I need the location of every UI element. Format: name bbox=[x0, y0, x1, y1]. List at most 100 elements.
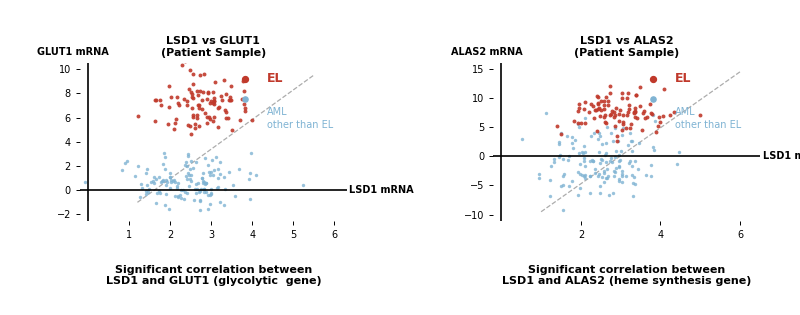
Point bbox=[627, 111, 640, 116]
Point bbox=[170, 94, 183, 99]
Point bbox=[187, 81, 200, 86]
Point bbox=[573, 102, 586, 107]
Point bbox=[631, 115, 644, 120]
Point bbox=[630, 93, 642, 98]
Point bbox=[625, 122, 638, 127]
Point bbox=[187, 95, 200, 100]
Point bbox=[625, 138, 638, 143]
Point bbox=[198, 181, 211, 186]
Point bbox=[213, 160, 226, 165]
Point bbox=[624, 158, 637, 163]
Point bbox=[170, 185, 183, 190]
Point bbox=[186, 113, 199, 118]
Point bbox=[194, 72, 207, 77]
Point bbox=[185, 90, 198, 95]
Point bbox=[222, 98, 235, 103]
Text: ALAS2 mRNA: ALAS2 mRNA bbox=[450, 47, 522, 57]
Point bbox=[196, 175, 209, 180]
Point bbox=[600, 151, 613, 156]
Point bbox=[165, 178, 178, 183]
Point bbox=[218, 107, 231, 112]
Point bbox=[615, 128, 628, 133]
Point bbox=[185, 132, 198, 137]
Point bbox=[592, 131, 605, 136]
Point bbox=[208, 101, 221, 106]
Point bbox=[654, 119, 666, 124]
Point bbox=[599, 120, 612, 125]
Point bbox=[634, 103, 646, 108]
Point bbox=[205, 191, 218, 196]
Point bbox=[136, 186, 149, 191]
Point bbox=[244, 171, 257, 176]
Point bbox=[198, 156, 211, 161]
Point bbox=[572, 105, 585, 110]
Point bbox=[605, 156, 618, 161]
Point bbox=[154, 98, 166, 103]
Text: EL: EL bbox=[674, 72, 691, 85]
Point bbox=[578, 172, 591, 177]
Point bbox=[183, 184, 196, 189]
Point bbox=[613, 118, 626, 123]
Point bbox=[600, 166, 613, 171]
Point bbox=[207, 99, 220, 104]
Point bbox=[573, 150, 586, 155]
Point bbox=[198, 111, 211, 116]
Point bbox=[646, 112, 658, 117]
Point bbox=[153, 174, 166, 179]
Point bbox=[597, 102, 610, 107]
Point bbox=[644, 163, 657, 168]
Title: LSD1 vs ALAS2
(Patient Sample): LSD1 vs ALAS2 (Patient Sample) bbox=[574, 37, 679, 58]
Point bbox=[571, 109, 584, 114]
Point bbox=[184, 158, 197, 163]
Point bbox=[227, 182, 240, 187]
Point bbox=[149, 118, 162, 123]
Point bbox=[636, 128, 649, 133]
Point bbox=[595, 157, 608, 162]
Point bbox=[159, 203, 172, 208]
Point bbox=[153, 189, 166, 194]
Point bbox=[556, 157, 569, 162]
Point bbox=[607, 174, 620, 179]
Point bbox=[202, 163, 215, 168]
Point bbox=[599, 94, 612, 100]
Point bbox=[188, 198, 201, 203]
Point bbox=[621, 112, 634, 117]
Point bbox=[198, 189, 210, 194]
Point bbox=[628, 109, 641, 114]
Point bbox=[178, 197, 190, 202]
Point bbox=[186, 94, 198, 99]
Point bbox=[578, 149, 591, 154]
Point bbox=[627, 181, 640, 186]
Point bbox=[150, 98, 163, 103]
Point bbox=[617, 122, 630, 127]
Point bbox=[599, 175, 612, 180]
Point bbox=[603, 113, 616, 118]
Point bbox=[576, 151, 589, 156]
Point bbox=[583, 110, 596, 115]
Point bbox=[225, 97, 238, 102]
Point bbox=[214, 94, 227, 99]
Point bbox=[207, 98, 220, 103]
Point bbox=[107, 177, 120, 182]
Point bbox=[140, 166, 153, 171]
Point bbox=[594, 108, 607, 113]
Point bbox=[193, 189, 206, 194]
Point bbox=[131, 163, 144, 169]
Point bbox=[583, 173, 596, 178]
Point bbox=[182, 87, 195, 92]
Point bbox=[586, 103, 599, 108]
Point bbox=[129, 174, 142, 179]
Point bbox=[550, 124, 563, 129]
Point bbox=[185, 178, 198, 183]
Point bbox=[162, 84, 175, 89]
Point bbox=[201, 96, 214, 101]
Title: LSD1 vs GLUT1
(Patient Sample): LSD1 vs GLUT1 (Patient Sample) bbox=[161, 37, 266, 58]
Point bbox=[158, 154, 171, 159]
Point bbox=[587, 130, 600, 135]
Point bbox=[140, 171, 153, 176]
Point bbox=[204, 192, 217, 198]
Point bbox=[571, 120, 584, 125]
Point bbox=[186, 92, 198, 97]
Point bbox=[168, 120, 181, 125]
Point bbox=[156, 178, 169, 183]
